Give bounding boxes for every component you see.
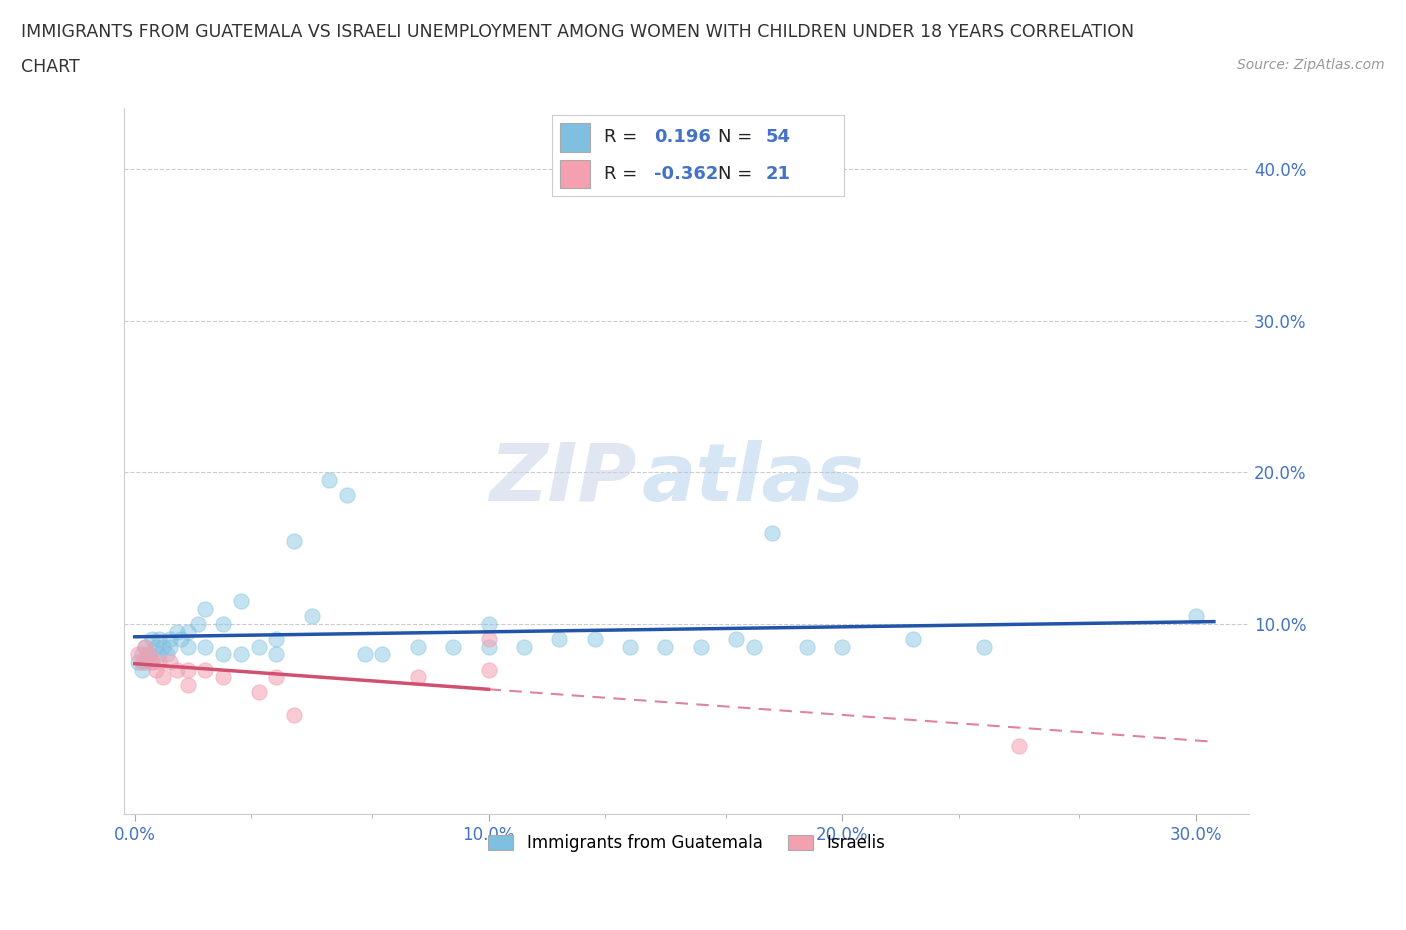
- Text: ZIP: ZIP: [489, 440, 636, 518]
- Point: [145, 662, 167, 677]
- Point: [229, 594, 252, 609]
- Text: atlas: atlas: [641, 440, 865, 518]
- Point: [477, 617, 499, 631]
- Point: [127, 655, 149, 670]
- Point: [152, 670, 174, 684]
- Point: [134, 655, 156, 670]
- Point: [406, 670, 429, 684]
- Point: [583, 631, 606, 646]
- Point: [477, 631, 499, 646]
- Point: [725, 631, 748, 646]
- Point: [134, 640, 156, 655]
- Text: Source: ZipAtlas.com: Source: ZipAtlas.com: [1237, 58, 1385, 72]
- Point: [247, 685, 270, 700]
- Point: [477, 662, 499, 677]
- Point: [371, 647, 394, 662]
- Point: [141, 655, 163, 670]
- Point: [212, 647, 235, 662]
- Point: [406, 640, 429, 655]
- Point: [148, 631, 170, 646]
- Point: [138, 647, 160, 662]
- Point: [170, 631, 193, 646]
- Point: [194, 602, 217, 617]
- Point: [1185, 609, 1208, 624]
- Point: [1008, 738, 1031, 753]
- Point: [619, 640, 641, 655]
- Point: [441, 640, 464, 655]
- Point: [761, 525, 783, 540]
- Point: [134, 640, 156, 655]
- Point: [301, 609, 323, 624]
- Point: [166, 624, 188, 639]
- Text: IMMIGRANTS FROM GUATEMALA VS ISRAELI UNEMPLOYMENT AMONG WOMEN WITH CHILDREN UNDE: IMMIGRANTS FROM GUATEMALA VS ISRAELI UNE…: [21, 23, 1135, 41]
- Point: [131, 662, 153, 677]
- Point: [148, 647, 170, 662]
- Point: [145, 640, 167, 655]
- Point: [159, 640, 181, 655]
- Point: [177, 624, 200, 639]
- Point: [212, 670, 235, 684]
- Point: [155, 647, 177, 662]
- Point: [973, 640, 995, 655]
- Point: [229, 647, 252, 662]
- Point: [689, 640, 711, 655]
- Point: [336, 487, 359, 502]
- Point: [264, 647, 287, 662]
- Point: [159, 631, 181, 646]
- Point: [477, 640, 499, 655]
- Point: [283, 708, 305, 723]
- Point: [148, 655, 170, 670]
- Point: [159, 655, 181, 670]
- Point: [548, 631, 571, 646]
- Point: [742, 640, 765, 655]
- Point: [187, 617, 209, 631]
- Point: [177, 677, 200, 692]
- Point: [194, 640, 217, 655]
- Point: [138, 647, 160, 662]
- Point: [194, 662, 217, 677]
- Point: [654, 640, 676, 655]
- Point: [152, 640, 174, 655]
- Point: [141, 655, 163, 670]
- Text: CHART: CHART: [21, 58, 80, 75]
- Point: [127, 647, 149, 662]
- Point: [264, 670, 287, 684]
- Point: [166, 662, 188, 677]
- Point: [212, 617, 235, 631]
- Point: [318, 472, 340, 487]
- Point: [513, 640, 536, 655]
- Point: [177, 640, 200, 655]
- Point: [796, 640, 818, 655]
- Point: [353, 647, 375, 662]
- Point: [901, 631, 924, 646]
- Point: [283, 533, 305, 548]
- Legend: Immigrants from Guatemala, Israelis: Immigrants from Guatemala, Israelis: [482, 827, 891, 858]
- Point: [131, 655, 153, 670]
- Point: [831, 640, 853, 655]
- Point: [141, 631, 163, 646]
- Point: [264, 631, 287, 646]
- Point: [177, 662, 200, 677]
- Point: [247, 640, 270, 655]
- Point: [131, 647, 153, 662]
